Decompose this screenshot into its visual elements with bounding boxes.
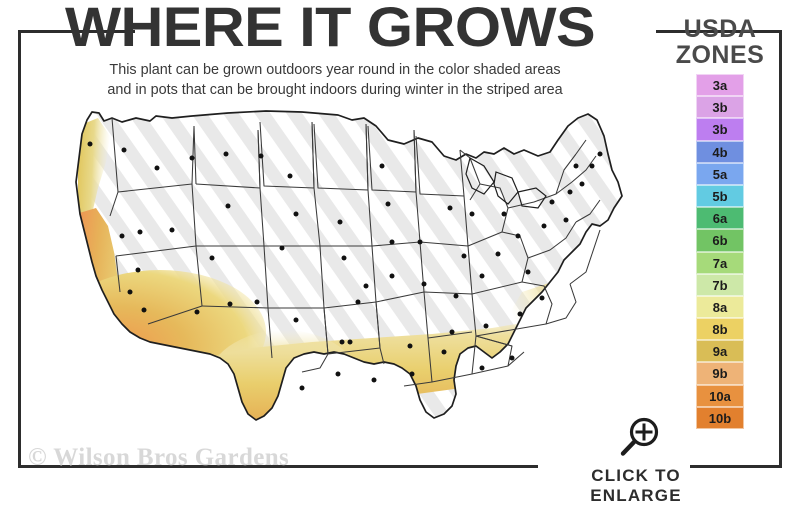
zone-swatch-9b-13: 9b [696,362,744,385]
legend-heading: USDA ZONES [661,16,779,68]
city-dots [87,141,603,391]
zone-swatch-3b-2: 3b [696,118,744,141]
frame-top-left [18,30,135,33]
magnifier-svg [620,417,659,456]
zone-swatch-7a-8: 7a [696,251,744,274]
frame-top-right [656,30,782,33]
map-striped-region [76,111,622,420]
zone-swatch-3a-0: 3a [696,74,744,97]
map-svg [75,110,623,421]
zone-swatch-9a-12: 9a [696,340,744,363]
zone-swatch-6a-6: 6a [696,207,744,230]
country-outline [75,110,623,421]
zone-swatch-8a-10: 8a [696,295,744,319]
zone-swatch-10a-14: 10a [696,384,744,407]
frame-right-edge [779,30,782,468]
zone-swatch-10b-15: 10b [696,406,744,429]
zone-swatch-8b-11: 8b [696,318,744,341]
frame-bottom-right [690,465,782,468]
subtitle-line-2: and in pots that can be brought indoors … [107,82,563,98]
zone-swatch-3b-1: 3b [696,96,744,119]
frame-left-edge [18,30,21,468]
zone-swatch-5b-5: 5b [696,184,744,208]
region-florida [514,340,558,420]
region-texas [206,330,362,420]
legend-heading-line-2: ZONES [675,41,765,69]
usda-zones-legend: USDA ZONES 3a 3b 3b 4b 5a 5b 6a 6b 7a 7b 8a 8b 9a 9b 1… [661,16,779,429]
zone-swatch-list: 3a 3b 3b 4b 5a 5b 6a 6b 7a 7b 8a 8b 9a 9b 10a 10b [696,74,744,429]
zone-swatch-5a-4: 5a [696,162,744,185]
subtitle-line-1: This plant can be grown outdoors year ro… [109,62,561,78]
watermark-credit: © Wilson Bros Gardens [28,444,290,471]
legend-heading-line-1: USDA [683,15,757,43]
zone-swatch-7b-9: 7b [696,273,744,296]
magnifier-plus-icon[interactable] [616,415,662,461]
page-title: WHERE IT GROWS [64,0,596,58]
zone-swatch-4b-3: 4b [696,140,744,163]
zone-swatch-6b-7: 6b [696,229,744,252]
subtitle: This plant can be grown outdoors year ro… [30,60,640,100]
frame-bottom-left [18,465,538,468]
usa-hardiness-zone-map[interactable] [52,96,652,441]
click-to-enlarge-label[interactable]: CLICK TO ENLARGE [590,466,682,505]
great-lakes [465,157,547,209]
